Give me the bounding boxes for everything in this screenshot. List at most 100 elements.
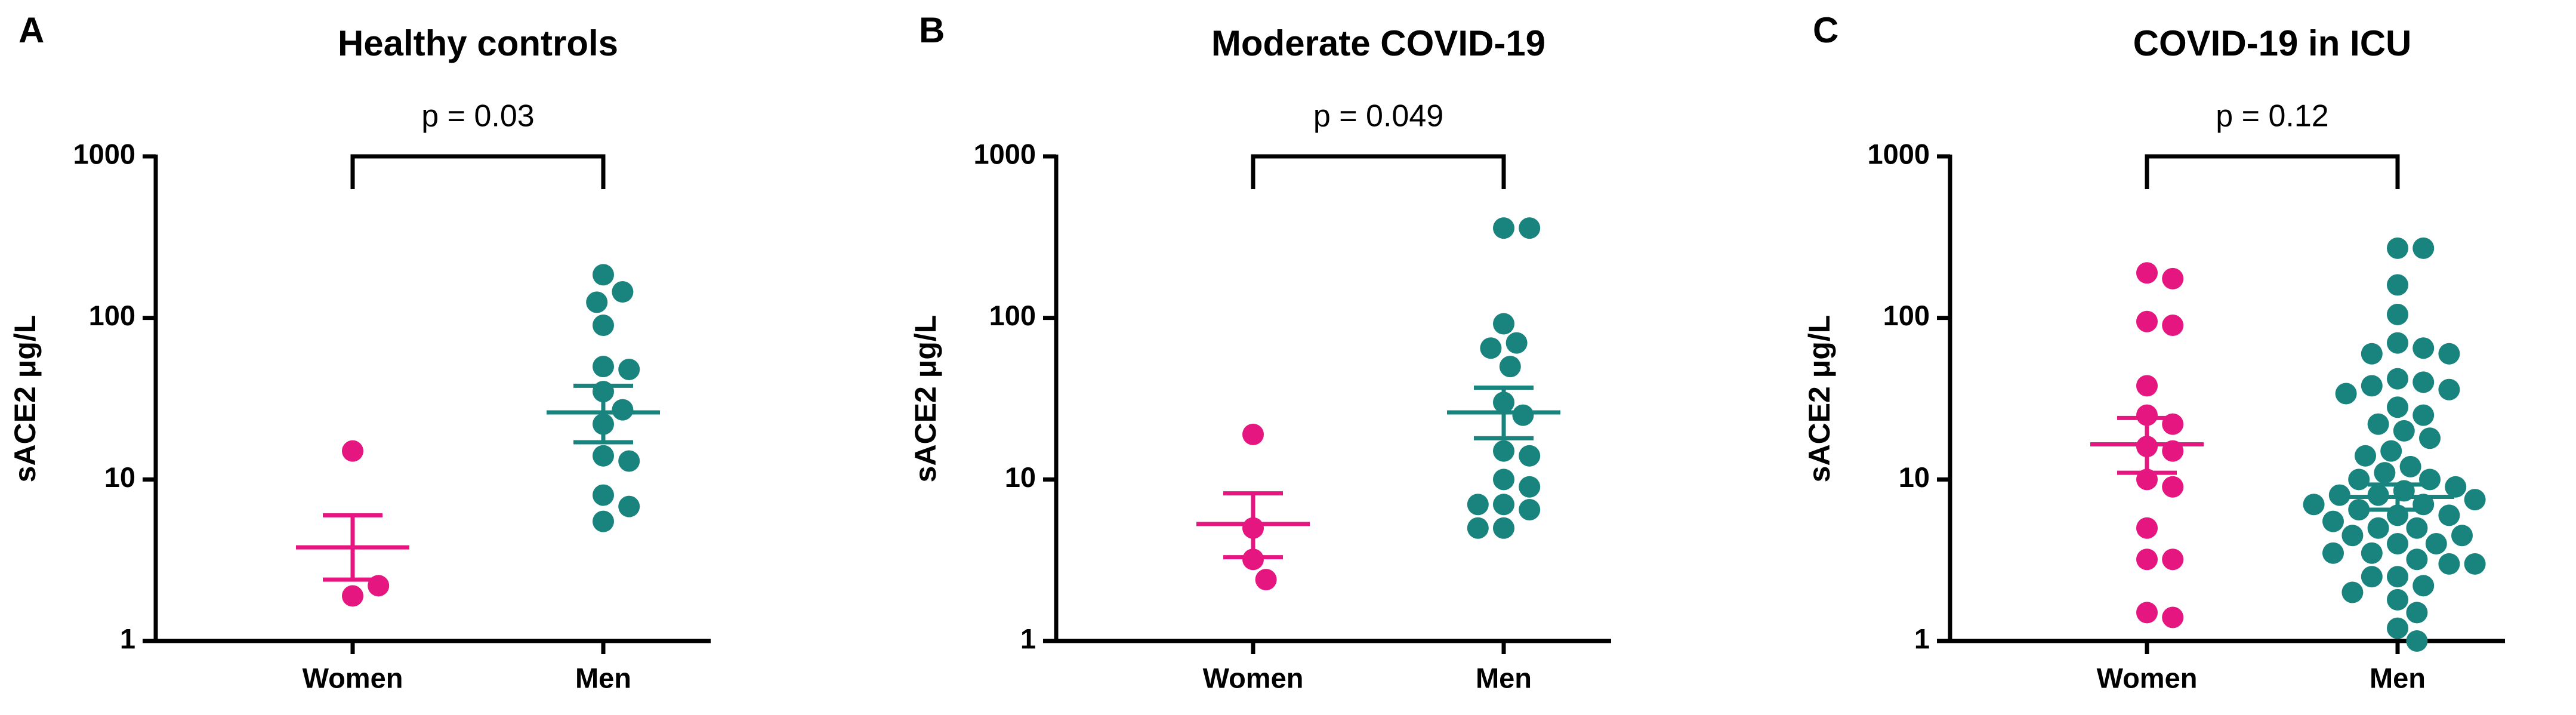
data-point <box>2406 517 2428 539</box>
data-point <box>2136 602 2158 624</box>
data-point <box>2335 383 2357 405</box>
data-point <box>2367 413 2389 435</box>
data-point <box>593 315 614 337</box>
data-point <box>1493 440 1514 462</box>
p-value: p = 0.049 <box>1313 99 1443 134</box>
data-point <box>1519 476 1541 498</box>
data-point <box>593 356 614 378</box>
data-point <box>2367 517 2389 539</box>
y-axis-label: sACE2 μg/L <box>909 315 942 483</box>
data-point <box>2419 469 2441 491</box>
data-point <box>2361 542 2383 564</box>
data-point <box>2387 332 2408 354</box>
data-point <box>1493 494 1514 516</box>
data-point <box>2322 510 2344 532</box>
data-point <box>2136 310 2158 332</box>
data-point <box>2303 494 2325 516</box>
data-point <box>586 291 608 313</box>
data-point <box>2374 462 2396 484</box>
y-tick-label: 1 <box>1020 622 1036 654</box>
data-point <box>2419 427 2441 449</box>
data-point <box>1519 498 1541 520</box>
data-point <box>1512 404 1534 426</box>
data-point <box>618 358 640 380</box>
data-point <box>2361 375 2383 397</box>
data-point <box>2341 581 2364 603</box>
x-tick-label: Women <box>303 662 403 694</box>
p-value: p = 0.03 <box>421 99 534 134</box>
data-point <box>1499 356 1521 378</box>
data-point <box>2328 484 2350 506</box>
data-point <box>2348 498 2370 520</box>
panel-title: COVID-19 in ICU <box>2133 23 2412 63</box>
data-point <box>1506 332 1528 354</box>
x-tick-label: Men <box>575 662 631 694</box>
panel-letter: C <box>1813 10 1838 50</box>
data-point <box>593 445 614 467</box>
y-tick-label: 10 <box>104 461 135 493</box>
data-point <box>2406 630 2428 652</box>
data-point <box>1242 423 1264 445</box>
x-tick-label: Men <box>1476 662 1532 694</box>
data-point <box>2387 396 2408 418</box>
data-point <box>2341 525 2364 547</box>
data-point <box>593 484 614 506</box>
x-tick-label: Women <box>1203 662 1304 694</box>
data-point <box>2162 267 2184 289</box>
data-point <box>2162 315 2184 337</box>
data-point <box>612 281 634 303</box>
y-tick-label: 100 <box>1883 300 1930 331</box>
data-point <box>2387 274 2408 296</box>
data-point <box>1467 494 1489 516</box>
y-tick-label: 10 <box>1899 461 1930 493</box>
data-point <box>2413 575 2435 597</box>
data-point <box>2406 602 2428 624</box>
data-point <box>1493 313 1514 335</box>
y-axis-label: sACE2 μg/L <box>1803 315 1836 483</box>
x-tick-label: Women <box>2097 662 2198 694</box>
data-point <box>2464 489 2486 511</box>
data-point <box>2387 533 2408 555</box>
data-point <box>593 510 614 532</box>
x-tick-label: Men <box>2370 662 2426 694</box>
data-point <box>1493 217 1514 239</box>
data-point <box>618 450 640 472</box>
y-tick-label: 1 <box>1914 622 1930 654</box>
data-point <box>2413 404 2435 426</box>
data-point <box>2361 566 2383 588</box>
data-point <box>2413 371 2435 393</box>
significance-bracket <box>350 154 606 189</box>
data-point <box>1493 469 1514 491</box>
y-tick-label: 1000 <box>973 138 1036 169</box>
data-point <box>1480 337 1502 359</box>
data-point <box>2451 525 2473 547</box>
data-point <box>2438 504 2460 526</box>
data-point <box>1255 569 1277 591</box>
data-point <box>2162 476 2184 498</box>
data-point <box>2438 343 2460 365</box>
panel-title: Moderate COVID-19 <box>1211 23 1545 63</box>
data-point <box>2438 378 2460 400</box>
data-point <box>2136 262 2158 284</box>
data-point <box>2162 548 2184 571</box>
data-point <box>2438 553 2460 575</box>
data-point <box>2413 337 2435 359</box>
y-tick-label: 100 <box>989 300 1036 331</box>
data-point <box>2387 303 2408 325</box>
data-point <box>2464 553 2486 575</box>
y-tick-label: 1000 <box>1867 138 1930 169</box>
y-tick-label: 1000 <box>73 138 135 169</box>
y-tick-label: 100 <box>89 300 135 331</box>
data-point <box>2425 533 2447 555</box>
data-point <box>342 440 363 462</box>
data-point <box>2445 476 2467 498</box>
data-point <box>2348 469 2370 491</box>
data-point <box>2355 445 2376 467</box>
data-point <box>2393 420 2415 442</box>
y-tick-label: 10 <box>1005 461 1036 493</box>
data-point <box>2136 404 2158 426</box>
data-point <box>1493 517 1514 539</box>
panel-letter: A <box>18 10 44 50</box>
data-point <box>2162 606 2184 628</box>
